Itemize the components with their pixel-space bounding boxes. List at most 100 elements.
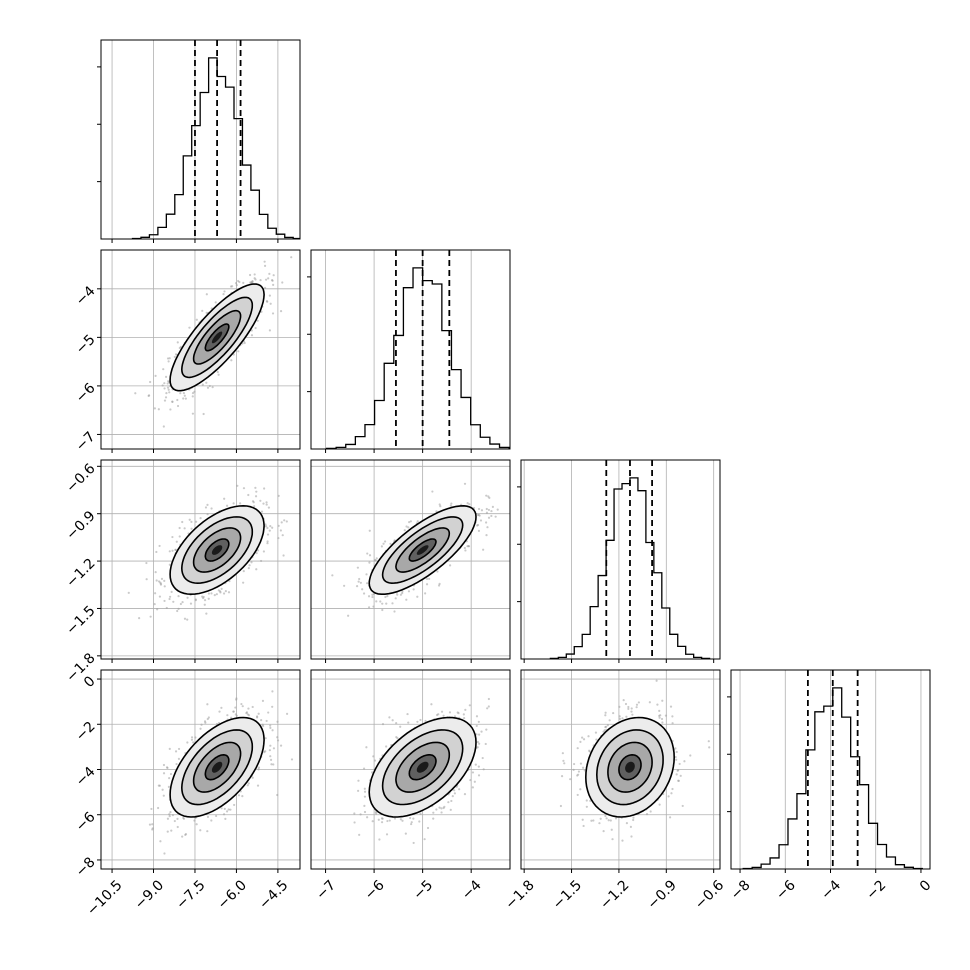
scatter-point — [708, 746, 711, 749]
scatter-point — [224, 590, 227, 593]
scatter-point — [199, 727, 202, 730]
scatter-point — [270, 763, 273, 766]
scatter-point — [606, 724, 609, 727]
scatter-point — [671, 787, 674, 791]
scatter-point — [655, 679, 658, 682]
scatter-point — [254, 486, 257, 489]
scatter-point — [674, 755, 677, 759]
scatter-point — [480, 730, 483, 733]
scatter-point — [193, 390, 196, 393]
y-tick-label: 0 — [81, 673, 99, 691]
scatter-point — [598, 822, 601, 825]
scatter-point — [391, 719, 394, 722]
scatter-point — [271, 526, 274, 529]
scatter-point — [189, 602, 193, 605]
scatter-point — [371, 593, 374, 596]
scatter-point — [594, 731, 598, 734]
scatter-point — [449, 504, 452, 507]
scatter-point — [179, 392, 182, 395]
scatter-point — [605, 817, 608, 820]
x-tick-label: −1.8 — [502, 877, 537, 912]
scatter-point — [268, 749, 271, 752]
scatter-point — [412, 817, 415, 820]
x-tick-label: −4 — [818, 877, 844, 903]
x-tick-label: −4 — [459, 877, 485, 903]
scatter-point — [254, 495, 258, 498]
scatter-point — [559, 804, 563, 808]
contour-line — [192, 309, 242, 365]
scatter-point — [491, 505, 494, 508]
scatter-point — [267, 277, 270, 280]
scatter-point — [631, 713, 634, 716]
contour-line — [381, 516, 464, 585]
scatter-point — [259, 499, 262, 502]
scatter-point — [174, 750, 178, 753]
scatter-point — [182, 817, 186, 820]
scatter-point — [255, 490, 258, 493]
scatter-point — [707, 740, 710, 743]
scatter-point — [265, 503, 268, 506]
scatter-point — [161, 788, 164, 791]
scatter-point — [658, 803, 661, 806]
scatter-point — [384, 595, 387, 599]
scatter-point — [399, 725, 402, 728]
scatter-point — [475, 715, 479, 718]
scatter-point — [435, 510, 438, 513]
scatter-point — [477, 774, 481, 777]
scatter-point — [487, 516, 491, 519]
scatter-point — [253, 277, 256, 280]
scatter-point — [476, 523, 480, 527]
scatter-point — [176, 609, 179, 613]
scatter-point — [168, 563, 171, 566]
scatter-point — [581, 818, 584, 821]
scatter-point — [660, 717, 664, 721]
scatter-point — [205, 293, 208, 296]
scatter-point — [230, 359, 233, 362]
x-tick-label: −6 — [773, 877, 799, 903]
scatter-point — [166, 817, 170, 820]
scatter-point — [277, 494, 280, 497]
scatter-point — [159, 840, 162, 843]
scatter-point — [182, 392, 186, 395]
contour-line — [169, 283, 265, 392]
scatter-point — [181, 601, 184, 604]
scatter-point — [206, 503, 209, 506]
scatter-point — [203, 599, 207, 602]
y-tick-label: −4 — [73, 283, 99, 309]
scatter-point — [602, 730, 605, 733]
scatter-point — [478, 733, 481, 736]
scatter-point — [496, 508, 499, 511]
scatter-point — [649, 810, 652, 813]
scatter-point — [359, 581, 362, 584]
scatter-point — [604, 711, 607, 714]
scatter-panel-0-2: −1.8−1.5−1.2−0.9−0.6 — [63, 459, 301, 686]
scatter-point — [243, 341, 246, 345]
scatter-point — [449, 564, 452, 567]
scatter-point — [154, 592, 157, 595]
scatter-point — [194, 736, 197, 739]
scatter-point — [170, 590, 173, 593]
scatter-point — [169, 772, 173, 776]
y-tick-label: −6 — [73, 380, 99, 406]
scatter-point — [474, 763, 477, 766]
scatter-point — [588, 749, 591, 752]
scatter-point — [378, 838, 381, 841]
scatter-point — [604, 726, 607, 729]
scatter-point — [667, 795, 670, 798]
scatter-point — [635, 706, 638, 709]
scatter-point — [482, 548, 485, 551]
scatter-point — [199, 517, 202, 520]
scatter-point — [183, 617, 187, 620]
scatter-point — [477, 507, 481, 511]
scatter-point — [375, 557, 378, 560]
scatter-point — [232, 502, 235, 505]
scatter-point — [168, 391, 171, 394]
scatter-point — [155, 579, 158, 582]
scatter-point — [188, 518, 191, 521]
scatter-point — [165, 606, 168, 610]
scatter-point — [404, 832, 407, 835]
scatter-point — [256, 715, 259, 718]
scatter-point — [257, 712, 260, 715]
scatter-point — [576, 793, 579, 797]
